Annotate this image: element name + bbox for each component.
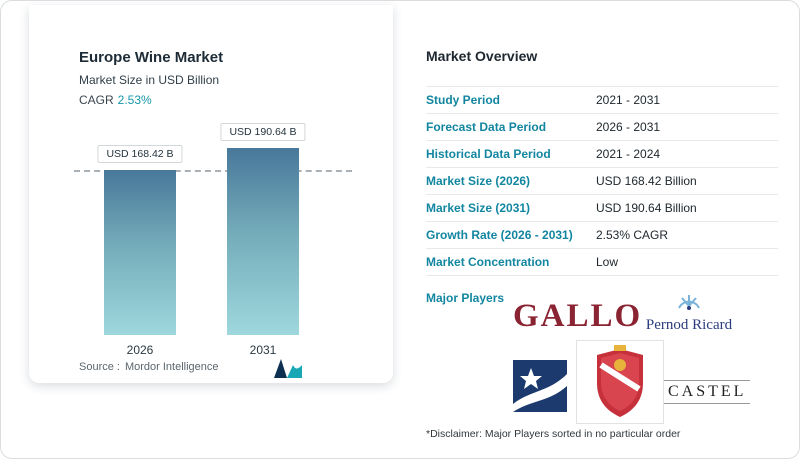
source-name: Mordor Intelligence [124,361,219,373]
overview-row-value: USD 190.64 Billion [596,201,697,215]
reference-dashed-line [74,170,352,172]
chart-subtitle: Market Size in USD Billion [79,73,220,87]
pernod-ricard-logo: Pernod Ricard [629,292,749,334]
overview-row-value: USD 168.42 Billion [596,174,697,188]
overview-row: Growth Rate (2026 - 2031) 2.53% CAGR [426,222,778,249]
x-axis-label: 2031 [249,343,277,357]
overview-row: Forecast Data Period 2026 - 2031 [426,114,778,141]
overview-row: Market Concentration Low [426,249,778,276]
source-label: Source : [79,361,120,373]
cagr-line: CAGR 2.53% [79,93,152,107]
disclaimer-text: *Disclaimer: Major Players sorted in no … [426,428,681,440]
overview-row-value: 2021 - 2031 [596,93,661,107]
chart-card: USD 168.42 B 2026 USD 190.64 B 2031 Europe … [29,5,393,383]
star-flag-logo [513,360,567,412]
overview-row-label: Forecast Data Period [426,120,547,134]
mordor-intelligence-logo-icon [274,359,302,378]
x-axis-label: 2026 [126,343,154,357]
overview-row: Market Size (2031) USD 190.64 Billion [426,195,778,222]
bar-chart: USD 168.42 B 2026 USD 190.64 B 2031 [29,5,393,357]
bar-2026 [104,170,176,335]
overview-row-label: Market Concentration [426,255,550,269]
overview-row-label: Market Size (2031) [426,201,531,215]
castel-logo: CASTEL [664,380,751,404]
overview-row: Market Size (2026) USD 168.42 Billion [426,168,778,195]
major-players-section: Major Players GALLO Pernod Ricard [426,288,778,440]
source-line: Source : Mordor Intelligence [79,361,224,373]
cagr-value: 2.53% [117,93,152,107]
overview-row-label: Market Size (2026) [426,174,531,188]
pernod-ricard-wordmark: Pernod Ricard [645,317,733,333]
major-players-label: Major Players [426,291,505,305]
chart-title: Europe Wine Market [79,49,224,66]
overview-row-label: Study Period [426,93,501,107]
bar-value-label: USD 190.64 B [220,123,306,141]
pernod-ricard-emblem-icon [678,295,700,310]
overview-table: Study Period 2021 - 2031 Forecast Data Per… [426,86,778,276]
cagr-label: CAGR [79,93,114,107]
overview-row-value: Low [596,255,619,269]
overview-row-value: 2021 - 2024 [596,147,661,161]
red-crest-logo [576,340,664,424]
overview-row-label: Growth Rate (2026 - 2031) [426,228,573,242]
bar-value-label: USD 168.42 B [97,145,183,163]
overview-row-label: Historical Data Period [426,147,551,161]
market-overview-panel: Market Overview Study Period 2021 - 2031 F… [426,48,778,440]
overview-row: Historical Data Period 2021 - 2024 [426,141,778,168]
overview-row: Study Period 2021 - 2031 [426,87,778,114]
crest-shield-icon [597,345,643,417]
overview-row-value: 2026 - 2031 [596,120,661,134]
gallo-logo: GALLO [513,298,643,334]
overview-row-value: 2.53% CAGR [596,228,669,242]
bar-2031 [227,148,299,335]
overview-title: Market Overview [426,48,538,64]
